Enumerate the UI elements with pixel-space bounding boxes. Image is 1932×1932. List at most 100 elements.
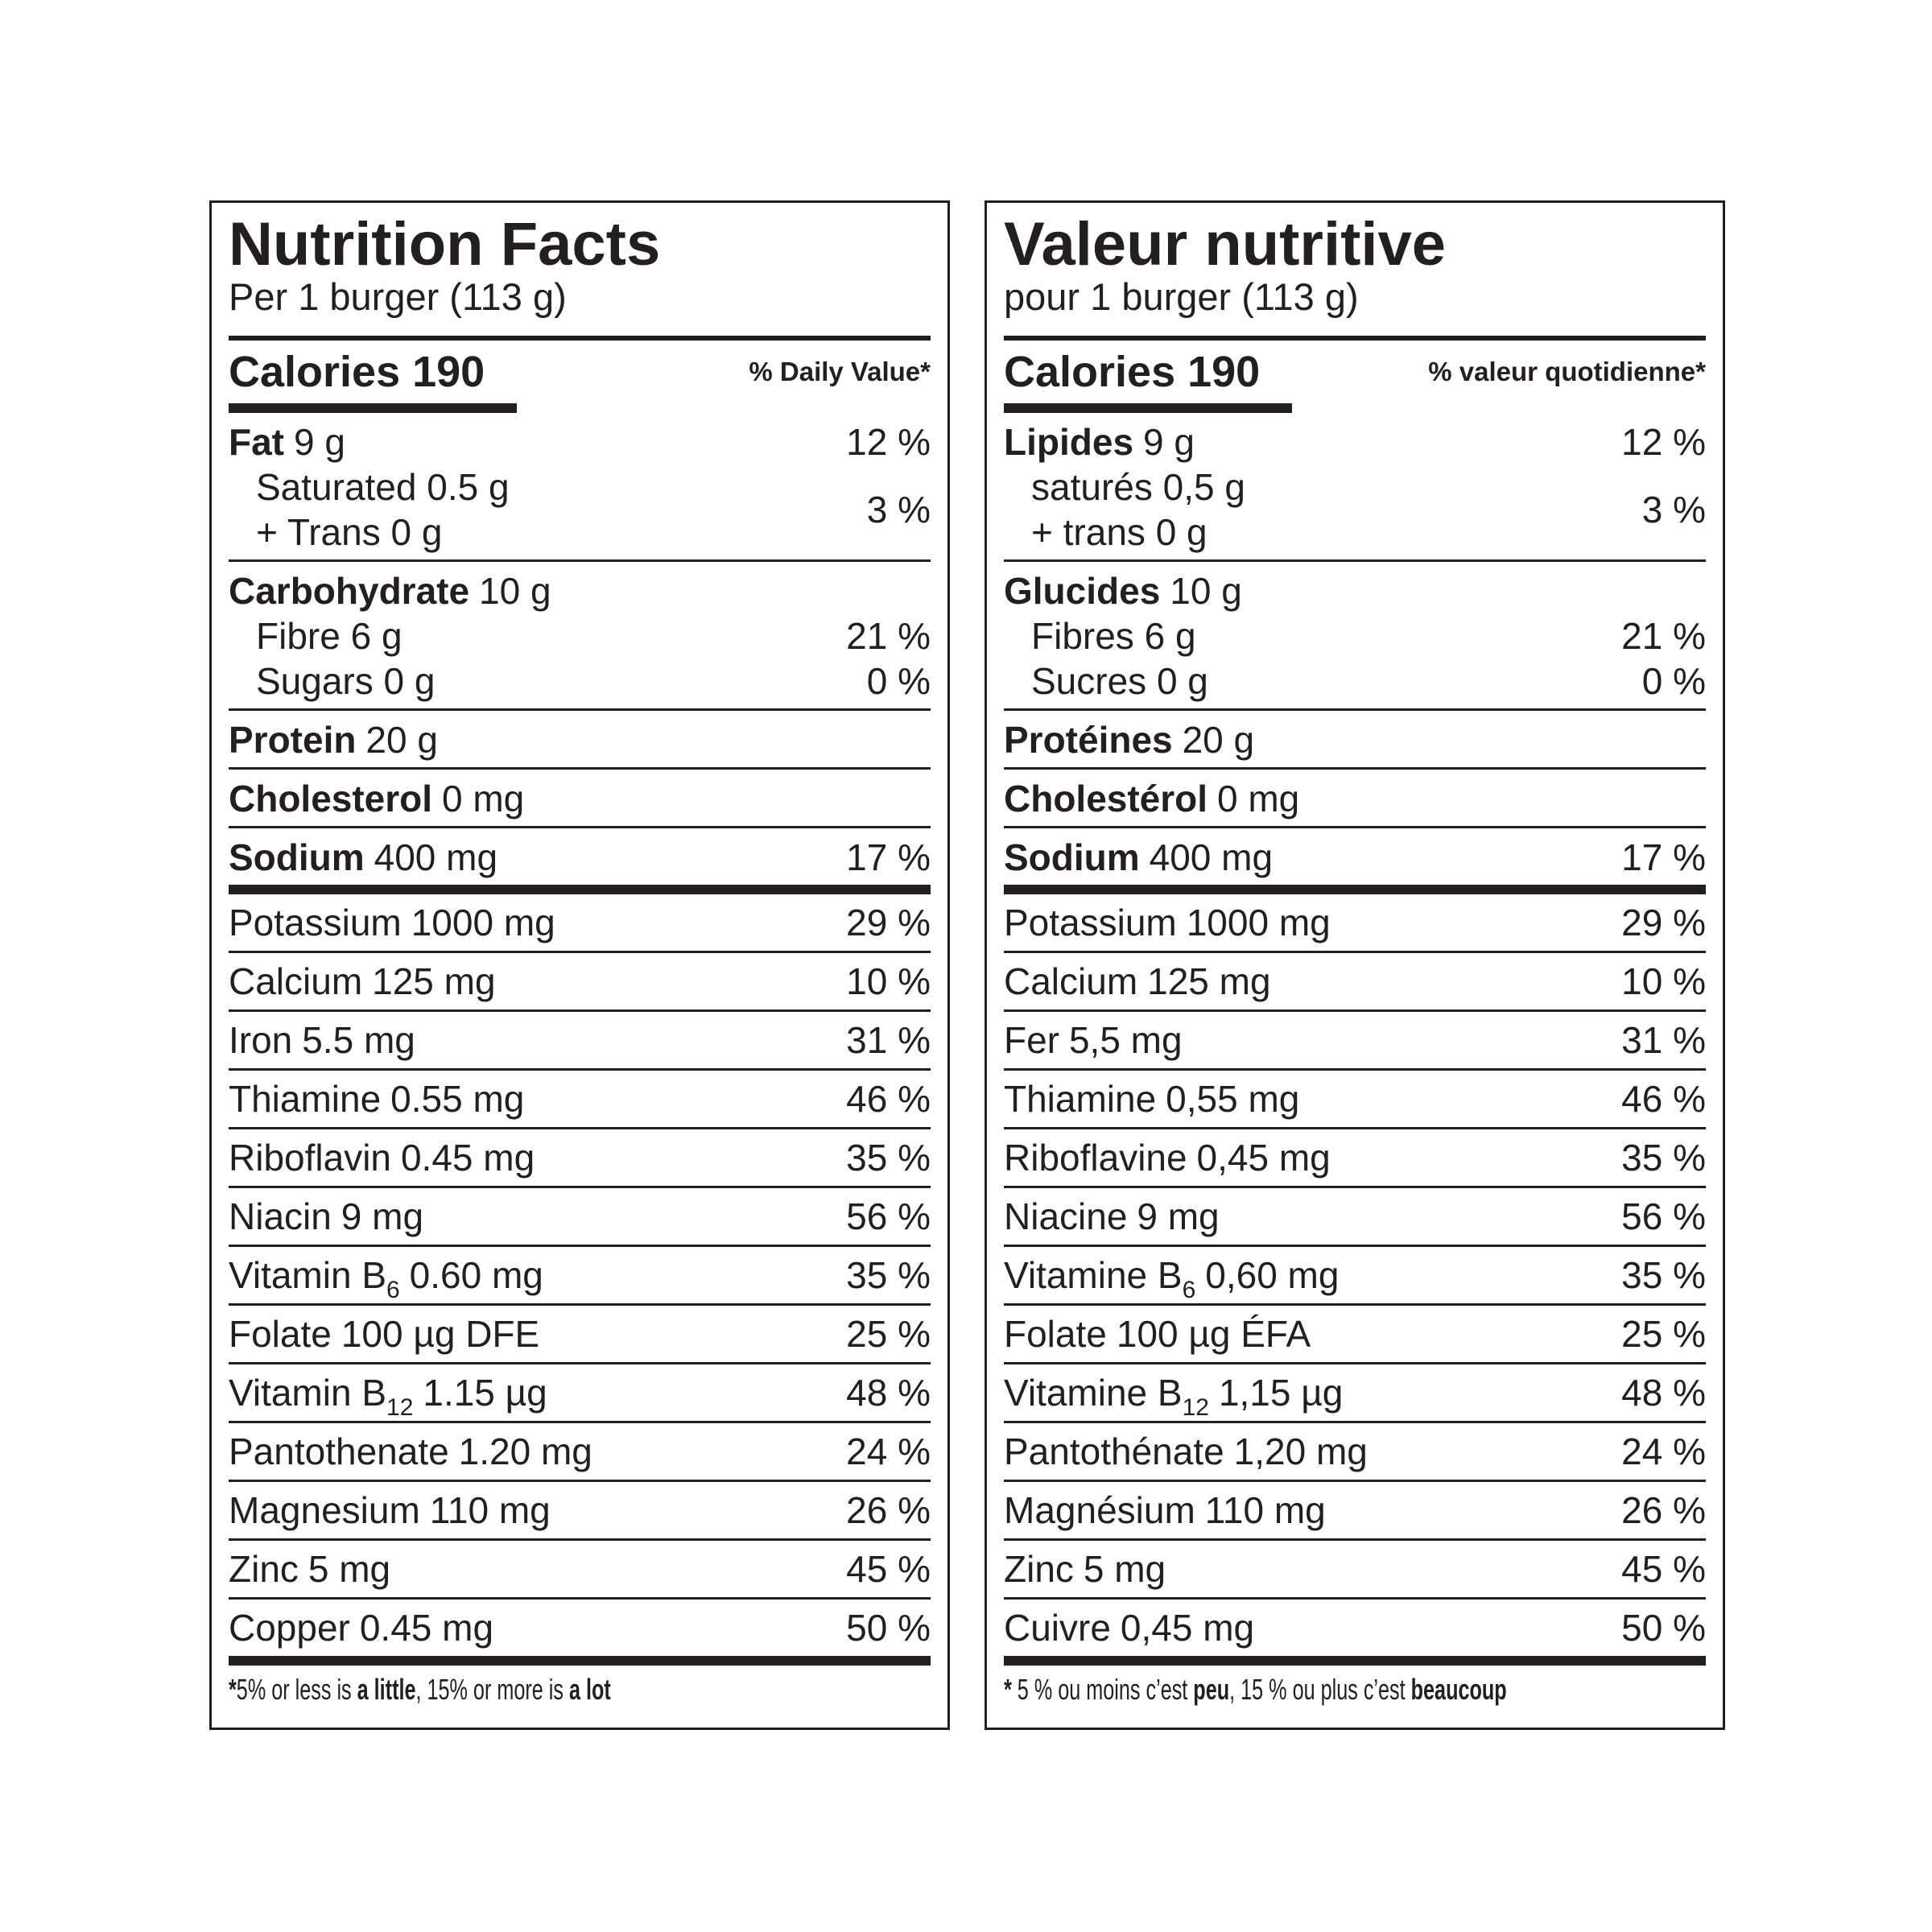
- nutrient-name: Thiamine: [1004, 1078, 1157, 1120]
- nutrient-name: Cholesterol: [229, 778, 433, 819]
- daily-value: 26 %: [846, 1489, 931, 1531]
- nutrient-name: Fer: [1004, 1019, 1059, 1061]
- nutrient-name: Zinc: [229, 1548, 299, 1590]
- nutrient-name: Zinc: [1004, 1548, 1074, 1590]
- daily-value: 17 %: [1621, 836, 1706, 878]
- nutrient-label: Fer 5,5 mg: [1004, 1018, 1183, 1062]
- footnote-part: *: [229, 1673, 237, 1706]
- footnote-part: peu: [1193, 1673, 1230, 1706]
- daily-value: 17 %: [846, 836, 931, 878]
- nutrient-row: Magnésium 110 mg 26 %: [1004, 1482, 1706, 1541]
- nutrient-line: Sodium 400 mg 17 %: [1004, 835, 1706, 880]
- protein-group: Protein 20 g: [229, 711, 931, 770]
- nutrient-name: Riboflavin: [229, 1137, 391, 1179]
- nutrient-name: Cuivre: [1004, 1607, 1111, 1649]
- nutrient-line: Carbohydrate 10 g: [229, 568, 931, 613]
- nutrient-amount: 5.5 mg: [302, 1019, 415, 1061]
- daily-value: 31 %: [846, 1019, 931, 1061]
- nutrient-line: Cholesterol 0 mg: [229, 776, 931, 821]
- daily-value: 50 %: [1621, 1607, 1706, 1649]
- nutrient-amount: 100 µg DFE: [341, 1313, 540, 1355]
- nutrient-name: Cholestérol: [1004, 778, 1208, 819]
- footnote: * 5 % ou moins c’est peu, 15 % ou plus c…: [1004, 1666, 1706, 1714]
- nutrient-row: Thiamine 0.55 mg 46 %: [229, 1071, 931, 1129]
- daily-value: 46 %: [846, 1078, 931, 1120]
- nutrient-amount: 125 mg: [372, 960, 496, 1002]
- daily-value: 35 %: [846, 1137, 931, 1179]
- nutrient-label: Folate 100 µg ÉFA: [1004, 1312, 1311, 1356]
- daily-value: 26 %: [1621, 1489, 1706, 1531]
- thick-rule: [229, 1656, 931, 1666]
- nutrient-amount: 0,55 mg: [1166, 1078, 1300, 1120]
- nutrient-label: Glucides 10 g: [1004, 569, 1242, 613]
- sub-nutrient-line: Sugars 0 g 0 %: [229, 658, 931, 704]
- daily-value: 31 %: [1621, 1019, 1706, 1061]
- nutrient-label: Protéines 20 g: [1004, 718, 1254, 762]
- nutrient-name: Protein: [229, 719, 357, 761]
- sub-pair: saturés 0,5 g + trans 0 g 3 %: [1004, 464, 1706, 555]
- nutrient-name: Calcium: [1004, 960, 1138, 1002]
- daily-value: 46 %: [1621, 1078, 1706, 1120]
- nutrient-amount: 5 mg: [1083, 1548, 1166, 1590]
- nutrient-line: Protein 20 g: [229, 717, 931, 762]
- nutrient-name: Vitamine B: [1004, 1254, 1183, 1296]
- daily-value: 0 %: [1641, 660, 1706, 702]
- calories-bar: [229, 403, 517, 413]
- daily-value: 3 %: [866, 489, 931, 530]
- daily-value: 0 %: [866, 660, 931, 702]
- sub-nutrient: Saturated 0.5 g: [256, 466, 510, 508]
- cholesterol-group: Cholestérol 0 mg: [1004, 770, 1706, 828]
- nutrient-row: Folate 100 µg DFE 25 %: [229, 1306, 931, 1364]
- nutrient-amount: 0.45 mg: [359, 1607, 494, 1649]
- nutrient-label: Potassium 1000 mg: [229, 901, 555, 944]
- daily-value: 45 %: [1621, 1548, 1706, 1590]
- nutrient-label: Niacin 9 mg: [229, 1195, 423, 1238]
- nutrient-row: Riboflavine 0,45 mg 35 %: [1004, 1129, 1706, 1188]
- footnote-part: *: [1004, 1673, 1012, 1706]
- nutrient-amount: 0,45 mg: [1120, 1607, 1255, 1649]
- daily-value: 21 %: [846, 615, 931, 657]
- nutrient-line: Fat 9 g 12 %: [229, 419, 931, 464]
- rule: [1004, 336, 1706, 341]
- sub-nutrient: + Trans 0 g: [256, 511, 443, 553]
- nutrient-amount: 110 mg: [1204, 1489, 1326, 1531]
- daily-value-header: % valeur quotidienne*: [1428, 357, 1706, 386]
- nutrient-label: Thiamine 0.55 mg: [229, 1077, 524, 1121]
- nutrient-amount: 400 mg: [374, 836, 498, 878]
- nutrient-label: Vitamine B12 1,15 µg: [1004, 1371, 1343, 1421]
- daily-value: 35 %: [1621, 1137, 1706, 1179]
- subscript: 6: [386, 1277, 400, 1303]
- nutrient-row: Iron 5.5 mg 31 %: [229, 1012, 931, 1071]
- nutrient-label: Calcium 125 mg: [229, 960, 496, 1003]
- nutrient-row: Riboflavin 0.45 mg 35 %: [229, 1129, 931, 1188]
- sub-nutrient-line: Fibres 6 g 21 %: [1004, 613, 1706, 658]
- footnote-part: beaucoup: [1410, 1673, 1507, 1706]
- sub-pair: Saturated 0.5 g + Trans 0 g 3 %: [229, 464, 931, 555]
- nutrient-label: Zinc 5 mg: [229, 1547, 390, 1591]
- footnote-part: 5 % ou moins c’est: [1011, 1673, 1194, 1706]
- sub-nutrient: Fibres 6 g: [1031, 615, 1196, 657]
- nutrient-name: Vitamine B: [1004, 1372, 1183, 1414]
- nutrient-label: Vitamin B12 1.15 µg: [229, 1371, 547, 1421]
- sub-nutrient: Sucres 0 g: [1031, 660, 1208, 702]
- nutrition-panel: Nutrition Facts Per 1 burger (113 g) Calor…: [209, 200, 950, 1730]
- nutrient-label: Cuivre 0,45 mg: [1004, 1606, 1254, 1649]
- sub-nutrient: Fibre 6 g: [256, 615, 402, 657]
- footnote-text: * 5 % ou moins c’est peu, 15 % ou plus c…: [1004, 1673, 1507, 1707]
- daily-value: 56 %: [1621, 1195, 1706, 1237]
- calories: Calories 190: [1004, 348, 1261, 396]
- cholesterol-group: Cholesterol 0 mg: [229, 770, 931, 828]
- nutrient-label: Riboflavin 0.45 mg: [229, 1136, 535, 1179]
- nutrient-label: Sodium 400 mg: [229, 836, 497, 879]
- nutrient-line: Sodium 400 mg 17 %: [229, 835, 931, 880]
- nutrient-name: Niacin: [229, 1195, 332, 1237]
- nutrient-label: Cholesterol 0 mg: [229, 777, 524, 820]
- daily-value: 48 %: [1621, 1372, 1706, 1414]
- thick-rule: [1004, 1656, 1706, 1666]
- nutrient-amount: 9 g: [293, 421, 345, 463]
- nutrient-row: Folate 100 µg ÉFA 25 %: [1004, 1306, 1706, 1364]
- nutrient-label: Fat 9 g: [229, 420, 345, 464]
- sodium-group: Sodium 400 mg 17 %: [229, 828, 931, 885]
- serving-size: pour 1 burger (113 g): [1004, 275, 1359, 318]
